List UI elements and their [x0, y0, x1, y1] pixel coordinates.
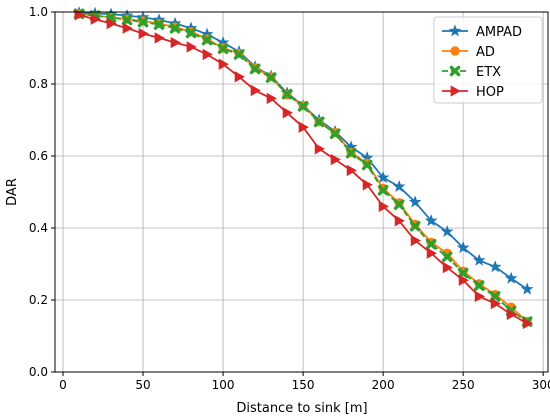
data-point-hop [90, 13, 101, 25]
data-point-ampad [472, 253, 486, 266]
legend-marker [450, 85, 461, 97]
y-axis-label: DAR [5, 178, 20, 206]
data-point-hop [394, 215, 405, 227]
data-point-etx [425, 238, 437, 250]
data-point-hop [346, 164, 357, 177]
legend-entry-ad: AD [442, 45, 495, 60]
data-point-etx [457, 267, 469, 279]
data-point-etx [313, 116, 325, 128]
legend-entry-etx: ETX [442, 65, 501, 80]
data-point-hop [378, 200, 389, 213]
data-point-etx [345, 147, 357, 159]
y-tick-label: 0.2 [29, 293, 48, 307]
legend-marker [450, 46, 460, 56]
data-point-etx [169, 22, 181, 34]
data-point-hop [442, 261, 453, 274]
legend: AMPAD AD ETX HOP [433, 16, 543, 104]
data-point-ampad [488, 260, 502, 273]
data-point-hop [234, 71, 245, 83]
data-point-ampad [440, 224, 454, 237]
x-tick-label: 50 [135, 378, 150, 392]
data-point-ampad [424, 214, 438, 227]
legend-entry-ampad: AMPAD [442, 24, 522, 40]
data-point-etx [137, 16, 149, 28]
data-point-hop [522, 317, 534, 330]
data-point-hop [218, 58, 229, 70]
data-point-hop [330, 153, 341, 166]
data-point-hop [266, 92, 277, 105]
data-point-hop [474, 290, 485, 303]
data-point-ampad [504, 271, 518, 284]
data-point-hop [458, 274, 469, 286]
data-point-hop [202, 48, 213, 61]
legend-marker [449, 65, 461, 77]
data-point-hop [506, 308, 518, 321]
x-tick-label: 100 [212, 378, 235, 392]
data-point-ampad [376, 170, 390, 183]
data-point-etx [473, 280, 485, 291]
data-point-hop [314, 143, 325, 155]
x-axis-label: Distance to sink [m] [236, 401, 367, 416]
data-point-hop [282, 107, 293, 119]
legend-label: HOP [476, 85, 504, 100]
data-point-etx [489, 291, 501, 302]
data-point-etx [121, 14, 133, 26]
data-point-hop [170, 36, 181, 49]
data-point-etx [153, 19, 165, 30]
data-point-etx [297, 101, 309, 112]
series-line-etx [78, 12, 528, 323]
x-tick-label: 300 [532, 378, 550, 392]
data-point-hop [122, 22, 133, 34]
data-point-etx [233, 49, 245, 60]
data-point-hop [490, 297, 502, 310]
legend-label: ETX [476, 65, 501, 80]
data-point-hop [138, 27, 149, 40]
legend-marker [448, 24, 462, 37]
x-tick-label: 150 [292, 378, 315, 392]
legend-label: AD [476, 45, 495, 60]
y-tick-label: 0.4 [29, 221, 48, 235]
data-point-hop [106, 17, 117, 30]
data-point-hop [186, 41, 197, 53]
x-tick-label: 250 [452, 378, 475, 392]
data-point-etx [361, 159, 373, 171]
data-point-hop [250, 84, 261, 97]
data-point-hop [298, 121, 309, 133]
x-tick-label: 200 [372, 378, 395, 392]
data-point-ampad [456, 241, 470, 254]
data-point-etx [441, 251, 453, 263]
legend-box [433, 16, 543, 104]
data-point-etx [329, 128, 341, 139]
y-tick-label: 0.0 [29, 365, 48, 379]
data-point-etx [393, 199, 405, 210]
series-group [72, 6, 534, 330]
data-point-etx [217, 43, 229, 55]
data-point-hop [362, 179, 373, 191]
legend-entry-hop: HOP [442, 85, 504, 100]
series-hop [74, 9, 534, 330]
data-point-hop [426, 247, 437, 259]
data-point-ampad [408, 195, 422, 208]
data-point-hop [154, 32, 165, 44]
legend-label: AMPAD [476, 25, 522, 40]
y-tick-label: 0.8 [29, 77, 48, 91]
data-point-etx [249, 63, 261, 75]
data-point-etx [201, 34, 213, 46]
x-tick-label: 0 [59, 378, 67, 392]
y-tick-label: 0.6 [29, 149, 48, 163]
data-point-etx [377, 184, 389, 196]
data-point-etx [281, 88, 293, 100]
data-point-etx [185, 27, 197, 39]
data-point-ampad [392, 179, 406, 192]
data-point-ampad [520, 282, 534, 295]
data-point-etx [265, 72, 277, 83]
axis-ticks: 0 50 100 150 200 250 300 0.0 0.2 0.4 0.6 0.8 1.0 [29, 5, 550, 392]
plot-frame [54, 11, 549, 373]
data-point-hop [410, 234, 421, 247]
data-point-etx [409, 220, 421, 232]
y-tick-label: 1.0 [29, 5, 48, 19]
